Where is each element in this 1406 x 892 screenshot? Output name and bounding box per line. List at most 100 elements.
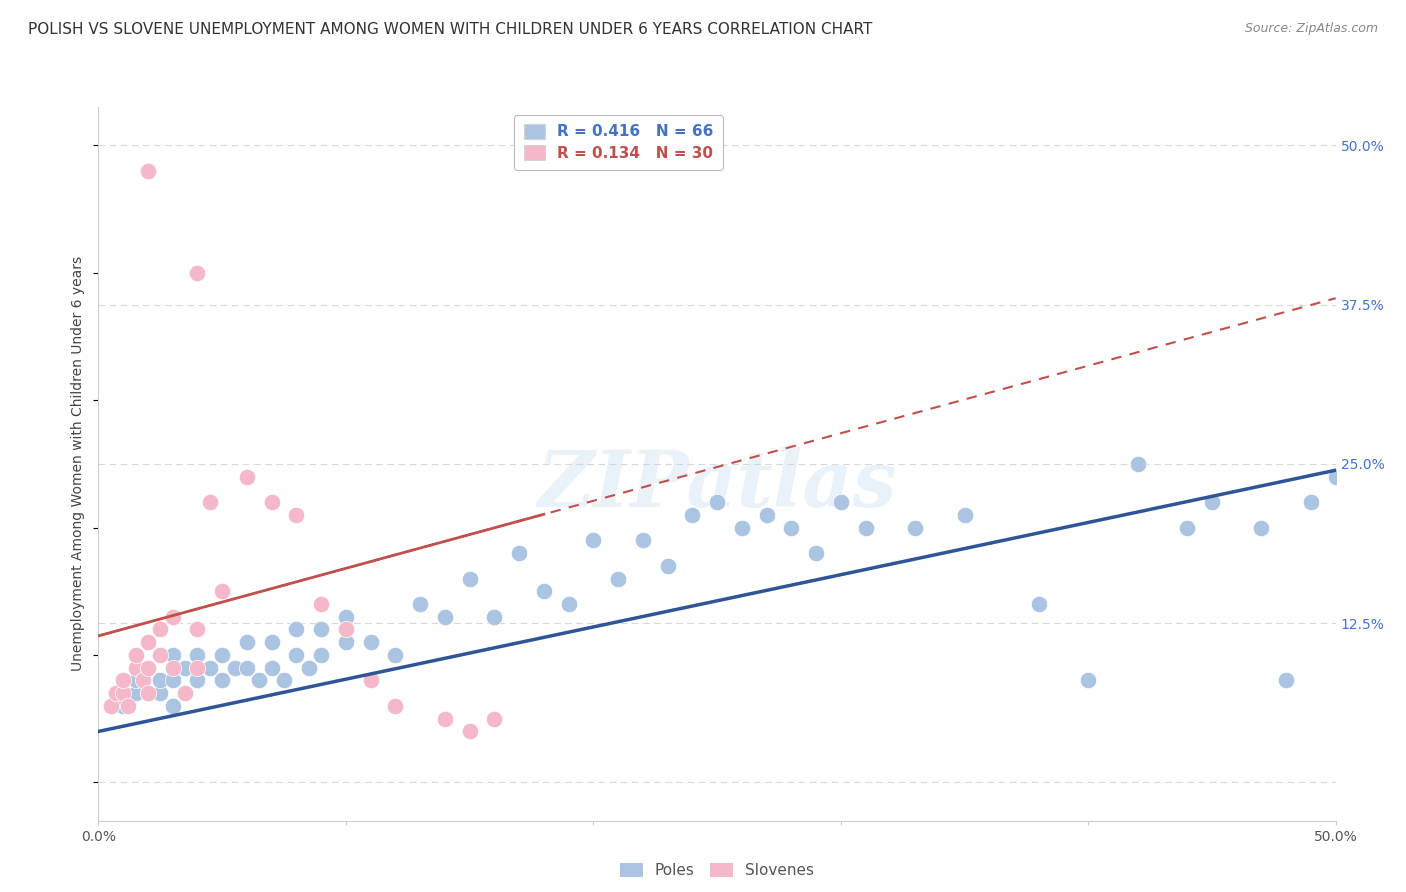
- Point: [162, 698, 184, 713]
- Point: [508, 546, 530, 560]
- Point: [1299, 495, 1322, 509]
- Point: [174, 661, 197, 675]
- Point: [433, 712, 456, 726]
- Point: [1275, 673, 1298, 688]
- Point: [1126, 457, 1149, 471]
- Point: [260, 661, 283, 675]
- Point: [1028, 597, 1050, 611]
- Point: [458, 724, 481, 739]
- Point: [112, 673, 135, 688]
- Point: [149, 623, 172, 637]
- Point: [211, 648, 233, 662]
- Point: [149, 648, 172, 662]
- Point: [136, 661, 159, 675]
- Point: [247, 673, 270, 688]
- Point: [360, 673, 382, 688]
- Point: [409, 597, 432, 611]
- Point: [1201, 495, 1223, 509]
- Point: [186, 623, 208, 637]
- Point: [273, 673, 295, 688]
- Point: [211, 584, 233, 599]
- Point: [335, 635, 357, 649]
- Point: [681, 508, 703, 522]
- Point: [1324, 469, 1347, 483]
- Point: [104, 686, 127, 700]
- Point: [186, 661, 208, 675]
- Point: [104, 686, 127, 700]
- Y-axis label: Unemployment Among Women with Children Under 6 years: Unemployment Among Women with Children U…: [72, 256, 86, 672]
- Point: [162, 661, 184, 675]
- Point: [458, 572, 481, 586]
- Text: ZIPatlas: ZIPatlas: [537, 447, 897, 524]
- Point: [533, 584, 555, 599]
- Point: [149, 686, 172, 700]
- Point: [830, 495, 852, 509]
- Point: [132, 673, 155, 688]
- Point: [904, 520, 927, 534]
- Point: [236, 469, 259, 483]
- Point: [174, 686, 197, 700]
- Point: [112, 698, 135, 713]
- Legend: Poles, Slovenes: Poles, Slovenes: [614, 856, 820, 884]
- Point: [309, 623, 332, 637]
- Point: [484, 712, 506, 726]
- Point: [186, 266, 208, 280]
- Point: [224, 661, 246, 675]
- Point: [198, 661, 221, 675]
- Point: [136, 661, 159, 675]
- Point: [136, 686, 159, 700]
- Point: [780, 520, 803, 534]
- Point: [755, 508, 778, 522]
- Point: [484, 609, 506, 624]
- Point: [607, 572, 630, 586]
- Point: [162, 609, 184, 624]
- Point: [285, 623, 308, 637]
- Point: [309, 648, 332, 662]
- Point: [1175, 520, 1198, 534]
- Point: [112, 673, 135, 688]
- Point: [117, 698, 139, 713]
- Point: [162, 673, 184, 688]
- Point: [211, 673, 233, 688]
- Point: [162, 648, 184, 662]
- Point: [731, 520, 754, 534]
- Point: [335, 609, 357, 624]
- Point: [124, 661, 146, 675]
- Point: [124, 673, 146, 688]
- Point: [384, 698, 406, 713]
- Point: [309, 597, 332, 611]
- Point: [855, 520, 877, 534]
- Point: [198, 495, 221, 509]
- Point: [236, 635, 259, 649]
- Point: [186, 648, 208, 662]
- Point: [100, 698, 122, 713]
- Point: [631, 533, 654, 548]
- Text: Source: ZipAtlas.com: Source: ZipAtlas.com: [1244, 22, 1378, 36]
- Point: [136, 686, 159, 700]
- Text: POLISH VS SLOVENE UNEMPLOYMENT AMONG WOMEN WITH CHILDREN UNDER 6 YEARS CORRELATI: POLISH VS SLOVENE UNEMPLOYMENT AMONG WOM…: [28, 22, 873, 37]
- Point: [136, 163, 159, 178]
- Point: [557, 597, 579, 611]
- Point: [124, 648, 146, 662]
- Point: [136, 635, 159, 649]
- Point: [335, 623, 357, 637]
- Point: [174, 686, 197, 700]
- Point: [298, 661, 321, 675]
- Point: [657, 558, 679, 573]
- Point: [433, 609, 456, 624]
- Point: [360, 635, 382, 649]
- Point: [706, 495, 728, 509]
- Point: [186, 673, 208, 688]
- Point: [1250, 520, 1272, 534]
- Point: [260, 635, 283, 649]
- Point: [285, 648, 308, 662]
- Point: [260, 495, 283, 509]
- Point: [149, 673, 172, 688]
- Point: [582, 533, 605, 548]
- Point: [112, 686, 135, 700]
- Point: [124, 686, 146, 700]
- Point: [236, 661, 259, 675]
- Point: [804, 546, 827, 560]
- Point: [384, 648, 406, 662]
- Point: [100, 698, 122, 713]
